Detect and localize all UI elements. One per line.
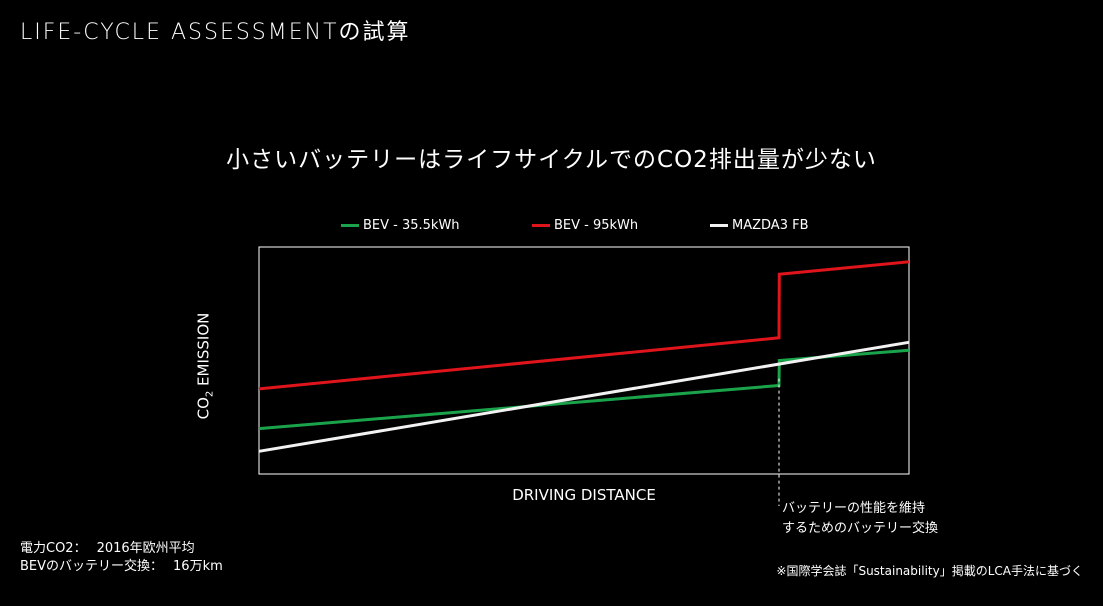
- legend-swatch-green: [341, 224, 359, 227]
- y-axis-label-rest: EMISSION: [194, 312, 213, 391]
- footnote-power-value: 2016年欧州平均: [96, 541, 195, 556]
- series-group: [258, 260, 910, 453]
- series-line-2: [258, 340, 910, 453]
- y-axis-label-sub: 2: [204, 390, 216, 398]
- legend-item-mazda3: MAZDA3 FB: [710, 218, 809, 233]
- footnote-power-label: 電力CO2：: [20, 541, 87, 556]
- series-line-0: [258, 348, 910, 431]
- legend-label-bev-35: BEV - 35.5kWh: [363, 218, 460, 233]
- footnote-swap-value: 16万km: [173, 559, 223, 574]
- page-title: LIFE-CYCLE ASSESSMENTの試算: [20, 20, 411, 45]
- footnote-swap-label: BEVのバッテリー交換：: [20, 559, 164, 574]
- y-axis-label: CO2 EMISSION: [160, 304, 250, 428]
- plot-frame: [258, 246, 910, 475]
- annotation-line-1: バッテリーの性能を維持: [782, 501, 926, 516]
- source-note: ※国際学会誌「Sustainability」掲載のLCA手法に基づく: [776, 564, 1083, 578]
- x-axis-label: DRIVING DISTANCE: [512, 486, 656, 504]
- chart-headline: 小さいバッテリーはライフサイクルでのCO2排出量が少ない: [226, 147, 877, 173]
- legend-label-bev-95: BEV - 95kWh: [554, 218, 639, 233]
- chart-legend: BEV - 35.5kWh BEV - 95kWh MAZDA3 FB: [0, 218, 1103, 240]
- legend-swatch-white: [710, 224, 728, 227]
- series-line-1: [258, 260, 910, 391]
- y-axis-label-main: CO: [194, 397, 213, 420]
- legend-item-bev-35: BEV - 35.5kWh: [341, 218, 460, 233]
- legend-swatch-red: [532, 224, 550, 227]
- footnote: 電力CO2： 2016年欧州平均 BEVのバッテリー交換： 16万km: [20, 540, 223, 576]
- battery-swap-annotation: バッテリーの性能を維持 するためのバッテリー交換: [782, 499, 938, 539]
- annotation-line-2: するためのバッテリー交換: [782, 521, 939, 536]
- legend-label-mazda3: MAZDA3 FB: [732, 218, 809, 233]
- legend-item-bev-95: BEV - 95kWh: [532, 218, 638, 233]
